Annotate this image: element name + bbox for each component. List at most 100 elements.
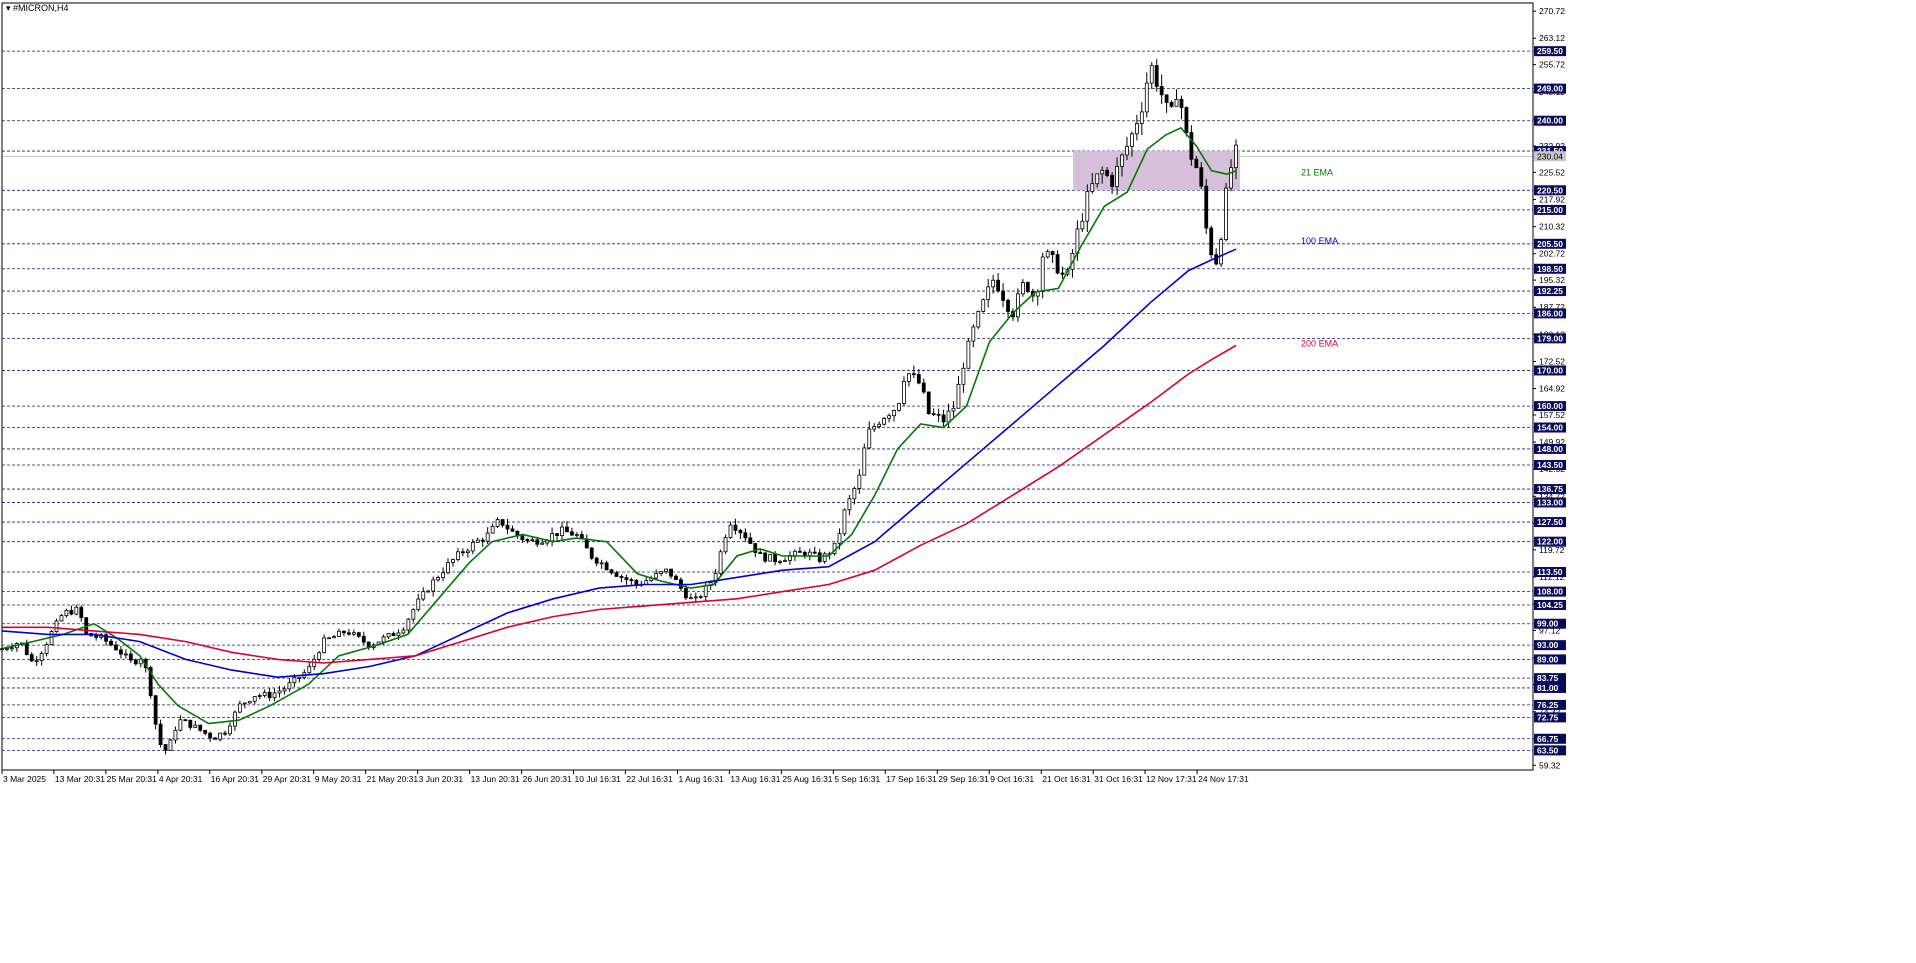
- x-tick-label: 17 Sep 16:31: [886, 774, 937, 784]
- candle-body: [1209, 227, 1214, 256]
- candle-body: [29, 654, 34, 662]
- candle-body: [153, 695, 158, 725]
- x-tick-label: 13 Mar 20:31: [55, 774, 105, 784]
- candle-body: [480, 539, 485, 542]
- x-tick-label: 21 Oct 16:31: [1042, 774, 1091, 784]
- candle-body: [966, 340, 971, 369]
- level-label: 127.50: [1537, 517, 1563, 527]
- candle-body: [406, 618, 411, 631]
- candle-body: [451, 559, 455, 563]
- candle-body: [718, 551, 723, 574]
- level-label-box: [1534, 640, 1566, 651]
- candle-body: [520, 535, 525, 541]
- x-tick-label: 21 May 20:31: [367, 774, 419, 784]
- chart-frame: [1, 2, 1534, 771]
- y-tick-label: 232.92: [1539, 141, 1565, 151]
- candle-body: [1095, 173, 1100, 185]
- candle-body: [624, 577, 629, 581]
- candle-body: [1130, 133, 1134, 147]
- candle-body: [807, 551, 812, 557]
- y-tick-label: 74.32: [1539, 707, 1561, 717]
- candle-body: [986, 286, 991, 301]
- x-tick-label: 22 Jul 16:31: [626, 774, 673, 784]
- level-label-box: [1534, 263, 1566, 274]
- y-tick-label: 217.92: [1539, 194, 1565, 204]
- candle-body: [570, 531, 574, 536]
- candle-body: [1016, 293, 1020, 318]
- candle-body: [768, 553, 773, 562]
- candle-body: [416, 598, 421, 610]
- candle-body: [119, 649, 123, 655]
- candle-body: [282, 688, 287, 692]
- candle-body: [550, 533, 554, 542]
- candle-body: [555, 533, 559, 536]
- level-label: 136.75: [1537, 484, 1563, 494]
- candle-body: [1169, 102, 1174, 107]
- candle-body: [763, 552, 768, 562]
- candle-body: [1060, 272, 1065, 275]
- level-label-box: [1534, 286, 1566, 297]
- candle-body: [1001, 290, 1005, 301]
- candle-body: [441, 572, 445, 578]
- candle-body: [936, 413, 941, 416]
- level-label-box: [1534, 238, 1566, 249]
- level-label-box: [1534, 618, 1566, 629]
- candle-body: [857, 474, 862, 489]
- candle-body: [262, 691, 267, 696]
- candle-body: [753, 543, 758, 553]
- level-label-box: [1534, 517, 1566, 528]
- x-tick-label: 4 Apr 20:31: [159, 774, 203, 784]
- candle-body: [356, 632, 361, 637]
- candle-body: [247, 700, 252, 704]
- x-tick-label: 16 Apr 20:31: [211, 774, 259, 784]
- candle-body: [926, 391, 931, 415]
- candle-body: [1149, 65, 1154, 84]
- candle-body: [991, 279, 996, 288]
- candle-body: [1229, 167, 1233, 189]
- candle-body: [307, 666, 312, 674]
- candle-body: [233, 711, 237, 727]
- candle-body: [475, 539, 480, 543]
- candle-body: [1006, 300, 1010, 312]
- candle-body: [133, 659, 138, 665]
- level-label-box: [1534, 600, 1566, 611]
- level-label-box: [1534, 654, 1566, 665]
- level-label-box: [1534, 497, 1566, 508]
- level-label: 72.75: [1537, 712, 1559, 722]
- candle-body: [946, 410, 951, 423]
- candle-body: [609, 569, 614, 574]
- level-label: 259.50: [1537, 46, 1563, 56]
- ema-line-21-ema: [1, 126, 1237, 725]
- level-label: 231.50: [1537, 146, 1563, 156]
- level-label: 133.00: [1537, 497, 1563, 507]
- candle-body: [267, 691, 272, 699]
- candle-body: [604, 562, 609, 571]
- level-label-box: [1534, 443, 1566, 454]
- candle-body: [654, 573, 659, 579]
- candle-body: [79, 606, 84, 619]
- candle-body: [1154, 65, 1159, 87]
- level-label-box: [1534, 484, 1566, 495]
- candle-body: [183, 719, 188, 722]
- level-label: 249.00: [1537, 84, 1563, 94]
- candle-body: [976, 311, 981, 328]
- candle-body: [1159, 86, 1164, 96]
- candle-body: [1125, 145, 1129, 156]
- candle-body: [396, 632, 401, 637]
- candle-body: [456, 551, 460, 560]
- candle-body: [510, 528, 515, 532]
- candle-body: [1055, 254, 1060, 274]
- candle-body: [297, 676, 302, 679]
- x-tick-label: 13 Jun 20:31: [471, 774, 520, 784]
- level-label-box: [1534, 333, 1566, 344]
- candle-body: [1090, 183, 1095, 192]
- candle-body: [252, 696, 257, 702]
- candle-body: [237, 703, 242, 713]
- candle-body: [1120, 154, 1124, 167]
- candle-body: [411, 609, 416, 620]
- candle-body: [277, 690, 282, 694]
- x-tick-label: 13 Aug 16:31: [730, 774, 780, 784]
- candle-body: [565, 526, 569, 533]
